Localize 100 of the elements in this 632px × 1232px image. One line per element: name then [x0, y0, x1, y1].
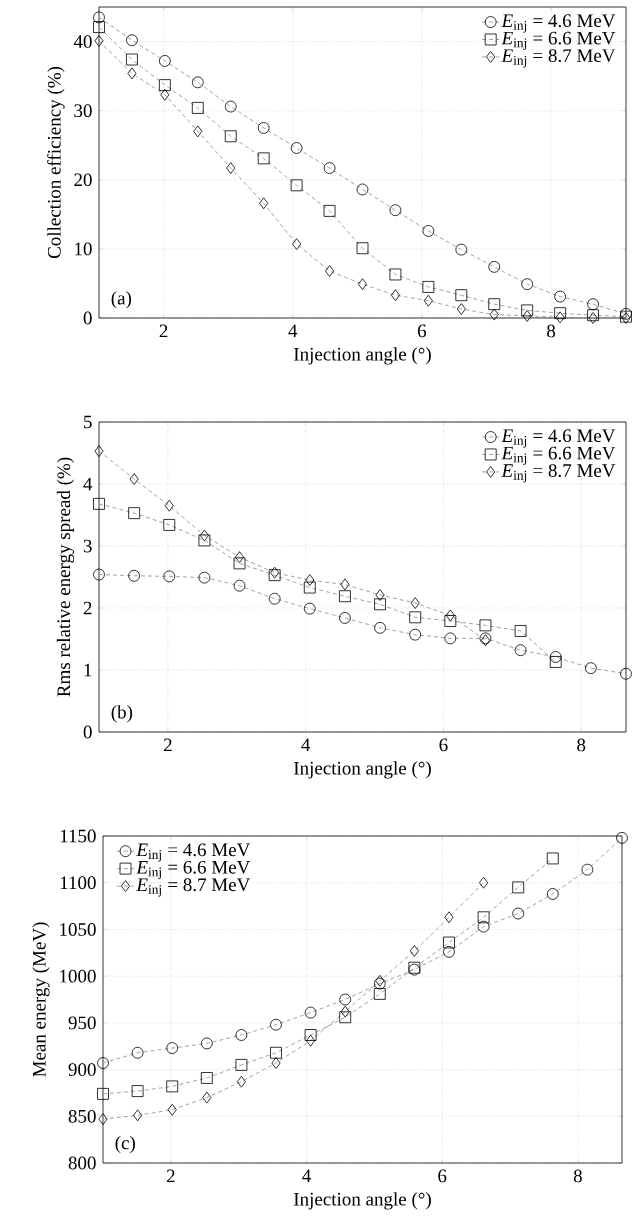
point — [166, 1042, 179, 1054]
point — [479, 876, 489, 889]
point — [224, 130, 237, 143]
point — [202, 1091, 212, 1104]
point — [375, 589, 385, 601]
point — [339, 590, 351, 603]
x-tick-label: 4 — [301, 738, 311, 752]
point — [340, 578, 350, 591]
y-tick-label: 950 — [68, 1016, 96, 1030]
point — [126, 34, 138, 47]
y-axis-title: Mean energy (MeV) — [32, 922, 50, 1077]
point — [259, 197, 269, 210]
point — [514, 625, 527, 637]
point — [268, 592, 281, 605]
point — [127, 67, 137, 80]
point — [340, 1005, 350, 1018]
y-tick-label: 1100 — [60, 876, 96, 890]
legend-label: E$_{inj}$ = 8.7 MeV — [501, 49, 616, 68]
point — [93, 497, 105, 510]
point — [444, 632, 457, 645]
point — [158, 55, 171, 67]
point — [374, 598, 386, 611]
point — [303, 581, 316, 594]
point — [554, 290, 567, 303]
point — [306, 1034, 316, 1047]
point — [488, 260, 501, 273]
point — [549, 656, 562, 668]
point — [163, 519, 176, 531]
point — [97, 1087, 109, 1100]
x-tick-label: 6 — [417, 324, 427, 338]
point — [521, 304, 534, 317]
point — [444, 911, 454, 924]
y-tick-label: 800 — [68, 1156, 96, 1170]
point — [445, 609, 455, 622]
legend-label: E$_{inj}$ = 4.6 MeV — [136, 843, 251, 862]
point — [199, 529, 209, 542]
x-tick-label: 6 — [439, 738, 448, 752]
point — [131, 1046, 144, 1059]
point — [290, 142, 303, 154]
annotation: (c) — [115, 1135, 135, 1154]
x-tick-label: 8 — [577, 738, 586, 752]
point — [521, 278, 534, 291]
point — [339, 1011, 352, 1024]
point — [581, 863, 594, 876]
point — [390, 289, 400, 302]
point — [587, 298, 599, 311]
point — [546, 852, 559, 865]
y-tick-label: 20 — [74, 173, 92, 187]
point — [455, 243, 468, 256]
point — [133, 1109, 143, 1122]
x-axis-title: Injection angle (°) — [293, 761, 431, 779]
y-axis-title: Collection efficiency (%) — [47, 66, 65, 259]
y-tick-label: 850 — [68, 1109, 96, 1123]
point — [158, 79, 171, 92]
point — [305, 574, 315, 587]
point — [356, 183, 369, 196]
point — [549, 651, 562, 663]
x-tick-label: 8 — [573, 1169, 582, 1183]
point — [98, 1113, 108, 1125]
y-tick-label: 40 — [73, 35, 92, 48]
point — [200, 1072, 213, 1084]
point — [235, 1059, 248, 1071]
x-tick-label: 2 — [166, 1169, 175, 1183]
point — [422, 225, 435, 237]
point — [191, 76, 204, 89]
point — [339, 612, 351, 624]
point — [423, 294, 433, 307]
y-tick-label: 0 — [83, 725, 92, 739]
point — [373, 988, 386, 1000]
point — [257, 152, 270, 165]
point — [489, 308, 499, 321]
point — [257, 122, 270, 134]
point — [198, 571, 211, 584]
y-axis-title: Rms relative energy spread (%) — [56, 457, 75, 697]
point — [235, 551, 245, 564]
point — [409, 611, 422, 624]
point — [443, 936, 455, 949]
point — [616, 831, 628, 844]
y-tick-label: 1050 — [60, 923, 96, 936]
point — [270, 1046, 282, 1059]
x-axis-title: Injection angle (°) — [293, 347, 431, 365]
point — [357, 278, 368, 291]
point — [128, 569, 141, 582]
point — [512, 881, 525, 894]
point — [271, 1057, 281, 1069]
x-tick-label: 2 — [159, 324, 168, 338]
point — [303, 602, 316, 615]
legend-label: E$_{inj}$ = 8.7 MeV — [136, 878, 251, 897]
point — [292, 238, 302, 250]
y-tick-label: 10 — [75, 242, 92, 256]
y-tick-label: 3 — [83, 539, 92, 553]
point — [224, 100, 237, 113]
point — [128, 507, 141, 520]
point — [235, 1029, 248, 1041]
point — [167, 1103, 177, 1116]
point — [422, 281, 435, 293]
point — [356, 242, 369, 255]
point — [304, 1006, 317, 1019]
point — [94, 34, 104, 47]
point — [323, 162, 336, 174]
